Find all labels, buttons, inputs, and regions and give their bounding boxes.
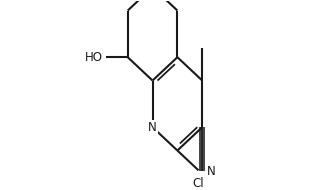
- Text: N: N: [148, 121, 157, 134]
- Text: N: N: [206, 165, 215, 178]
- Text: Cl: Cl: [193, 177, 204, 190]
- Text: HO: HO: [85, 51, 103, 64]
